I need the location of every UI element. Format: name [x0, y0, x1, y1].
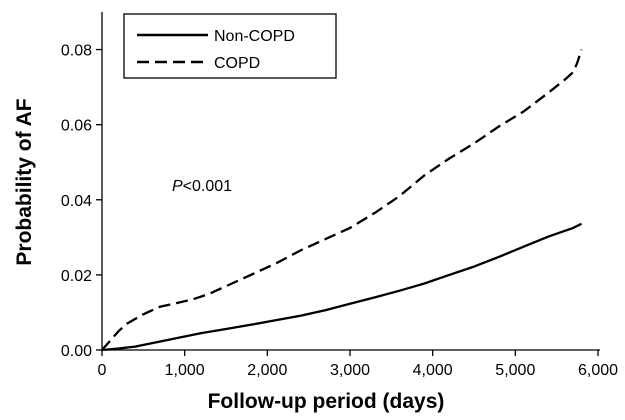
- y-tick-label: 0.04: [61, 193, 92, 210]
- x-tick-label: 3,000: [330, 362, 370, 379]
- y-axis-title: Probability of AF: [13, 98, 36, 265]
- x-tick-label: 1,000: [165, 362, 205, 379]
- p-value-annotation: P<0.001: [172, 178, 232, 195]
- series-line-non-copd: [101, 222, 583, 352]
- legend-label-copd: COPD: [214, 55, 260, 72]
- p-value-rest: <0.001: [183, 178, 232, 195]
- series-layer: [101, 49, 583, 352]
- legend: Non-COPD COPD: [123, 13, 337, 79]
- x-ticks: 0 1,000 2,000 3,000 4,000 5,000 6,000: [98, 350, 618, 379]
- p-value-italic: P: [172, 178, 183, 195]
- y-tick-label: 0.08: [61, 43, 92, 60]
- legend-box: [123, 13, 337, 79]
- legend-label-non-copd: Non-COPD: [214, 28, 295, 45]
- y-tick-label: 0.02: [61, 268, 92, 285]
- x-tick-label: 6,000: [578, 362, 618, 379]
- y-ticks: 0.00 0.02 0.04 0.06 0.08: [61, 43, 102, 360]
- x-tick-label: 4,000: [413, 362, 453, 379]
- series-line-copd: [101, 49, 583, 351]
- x-tick-label: 0: [98, 362, 107, 379]
- x-axis-title: Follow-up period (days): [208, 390, 445, 413]
- y-tick-label: 0.06: [61, 118, 92, 135]
- x-tick-label: 5,000: [495, 362, 535, 379]
- x-tick-label: 2,000: [247, 362, 287, 379]
- y-tick-label: 0.00: [61, 343, 92, 360]
